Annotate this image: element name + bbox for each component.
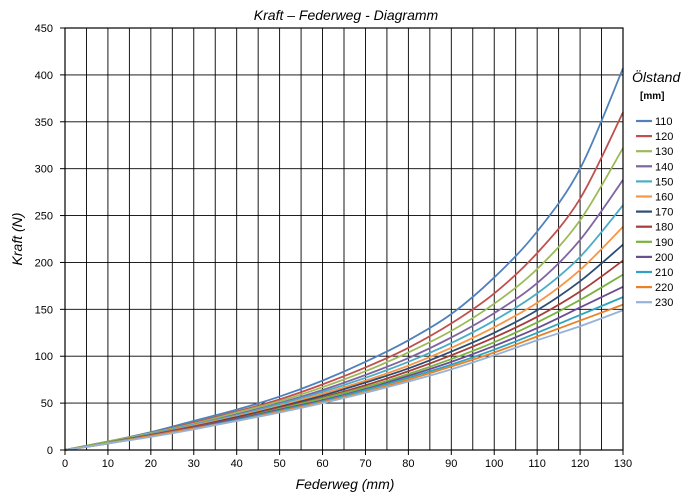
x-tick-label: 100 bbox=[485, 458, 503, 470]
legend-label-200: 200 bbox=[655, 252, 673, 264]
y-tick-label: 150 bbox=[35, 304, 53, 316]
legend-label-220: 220 bbox=[655, 282, 673, 294]
legend: Ölstand [mm] 110 120 130 140 150 160 170 180 190… bbox=[632, 68, 681, 309]
plot-frame bbox=[64, 27, 624, 451]
x-tick-label: 40 bbox=[231, 458, 243, 470]
x-tick-label: 70 bbox=[359, 458, 371, 470]
legend-title: Ölstand bbox=[632, 68, 681, 85]
x-axis-title: Federweg (mm) bbox=[296, 476, 395, 492]
legend-label-160: 160 bbox=[655, 192, 673, 204]
series-line-110 bbox=[64, 67, 624, 451]
y-tick-label: 50 bbox=[41, 398, 53, 410]
axes: 0 10 20 30 40 50 60 70 80 90 100 110 120 130 0 50 100 150… bbox=[35, 23, 633, 470]
x-tick-label: 120 bbox=[571, 458, 589, 470]
legend-label-110: 110 bbox=[655, 116, 673, 128]
legend-label-120: 120 bbox=[655, 131, 673, 143]
x-tick-label: 90 bbox=[445, 458, 457, 470]
y-tick-label: 0 bbox=[47, 445, 53, 457]
x-tick-label: 110 bbox=[528, 458, 546, 470]
x-tick-label: 20 bbox=[145, 458, 157, 470]
y-tick-label: 300 bbox=[35, 164, 53, 176]
x-tick-label: 80 bbox=[402, 458, 414, 470]
series-line-150 bbox=[64, 204, 624, 451]
legend-label-210: 210 bbox=[655, 267, 673, 279]
y-axis-title: Kraft (N) bbox=[9, 213, 25, 266]
series-lines bbox=[64, 67, 624, 451]
legend-label-140: 140 bbox=[655, 161, 673, 173]
x-tick-label: 50 bbox=[273, 458, 285, 470]
y-tick-label: 450 bbox=[35, 23, 53, 35]
legend-label-130: 130 bbox=[655, 146, 673, 158]
series-line-180 bbox=[64, 259, 624, 451]
legend-label-150: 150 bbox=[655, 176, 673, 188]
y-tick-label: 400 bbox=[35, 70, 53, 82]
x-tick-label: 10 bbox=[102, 458, 114, 470]
legend-label-190: 190 bbox=[655, 237, 673, 249]
legend-subtitle: [mm] bbox=[640, 91, 664, 102]
legend-label-180: 180 bbox=[655, 222, 673, 234]
x-tick-label: 30 bbox=[188, 458, 200, 470]
series-line-230 bbox=[64, 309, 624, 451]
y-tick-label: 200 bbox=[35, 257, 53, 269]
y-tick-label: 250 bbox=[35, 211, 53, 223]
y-tick-label: 100 bbox=[35, 351, 53, 363]
legend-label-170: 170 bbox=[655, 207, 673, 219]
x-tick-label: 0 bbox=[62, 458, 68, 470]
x-tick-label: 130 bbox=[614, 458, 632, 470]
y-tick-label: 350 bbox=[35, 117, 53, 129]
x-tick-label: 60 bbox=[316, 458, 328, 470]
legend-label-230: 230 bbox=[655, 297, 673, 309]
chart-title: Kraft – Federweg - Diagramm bbox=[254, 7, 439, 23]
